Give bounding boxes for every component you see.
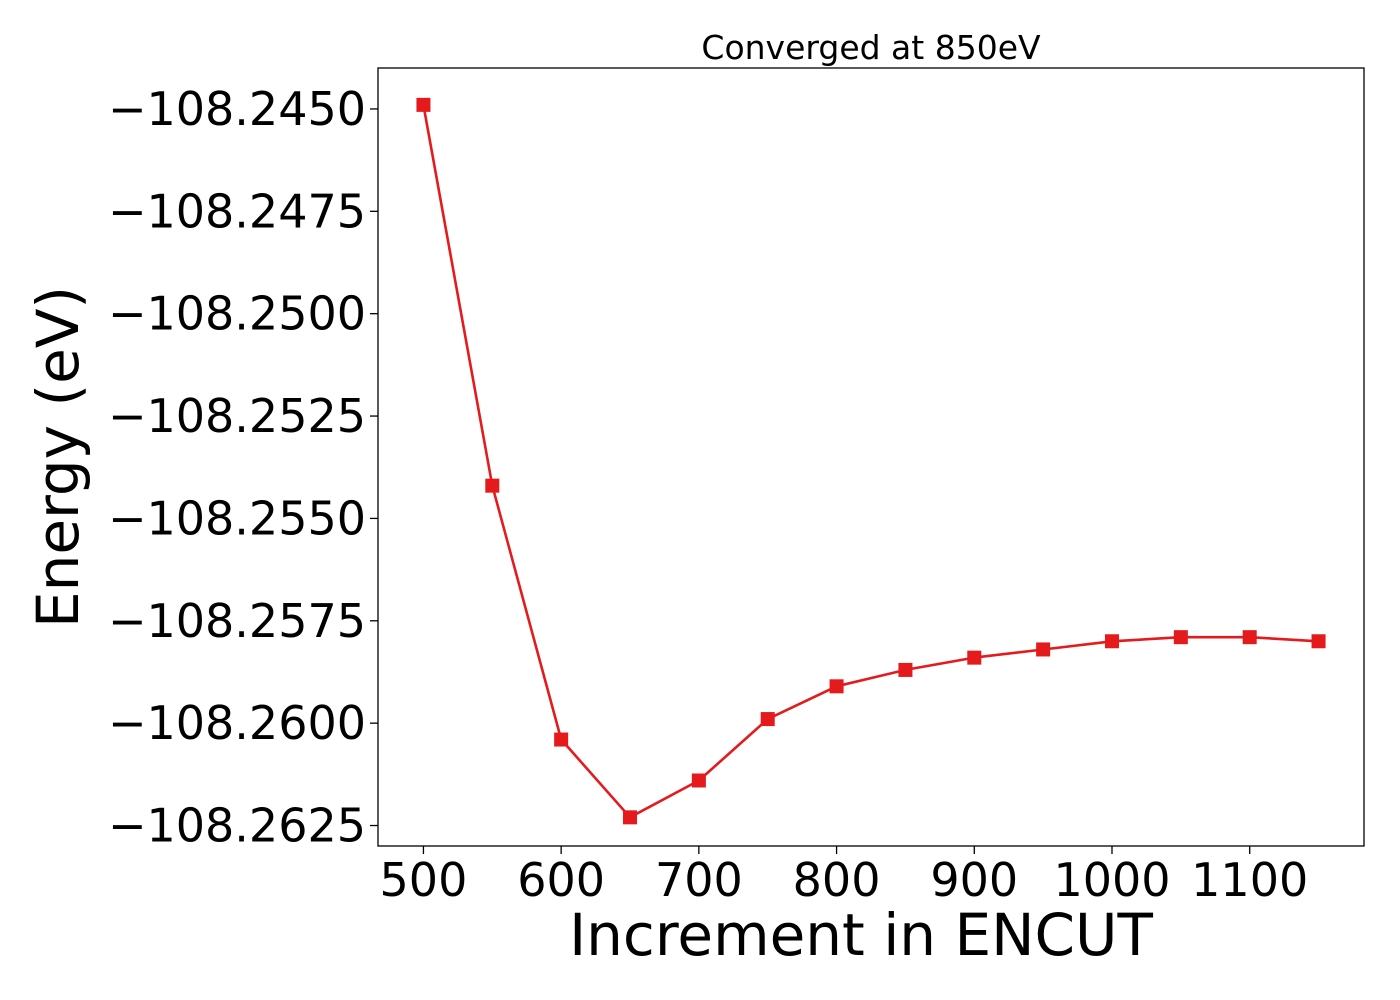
y-tick-label: −108.2575: [108, 594, 366, 648]
data-point: [1173, 630, 1188, 645]
data-point: [691, 773, 706, 788]
series-line: [422, 104, 1319, 819]
data-point: [760, 712, 775, 727]
data-point: [485, 478, 500, 493]
data-point: [1311, 634, 1326, 649]
y-tick-label: −108.2625: [108, 799, 366, 853]
data-point: [898, 662, 913, 677]
x-tick-label: 800: [793, 853, 881, 907]
data-point: [1104, 634, 1119, 649]
data-point: [967, 650, 982, 665]
y-tick-label: −108.2550: [108, 491, 366, 545]
x-tick-label: 900: [930, 853, 1018, 907]
data-point: [416, 97, 431, 112]
y-tick-label: −108.2600: [108, 696, 366, 750]
series-layer: [416, 97, 1326, 825]
x-tick-label: 700: [655, 853, 743, 907]
data-point: [1242, 630, 1257, 645]
chart-title: Converged at 850eV: [701, 28, 1041, 67]
plot-frame: [377, 67, 1365, 847]
x-axis: 500 600 700 800 900 1000 1100: [380, 846, 1308, 907]
y-tick-label: −108.2475: [108, 184, 366, 238]
data-point: [1036, 642, 1051, 657]
y-tick-label: −108.2450: [108, 82, 366, 136]
x-tick-label: 1100: [1191, 853, 1308, 907]
y-tick-label: −108.2500: [108, 287, 366, 341]
data-point: [554, 732, 569, 747]
y-axis-label: Energy (eV): [24, 286, 92, 628]
x-tick-label: 1000: [1053, 853, 1170, 907]
x-axis-label: Increment in ENCUT: [569, 901, 1153, 969]
y-axis: −108.2450 −108.2475 −108.2500 −108.2525 −108…: [108, 82, 378, 853]
data-point: [623, 810, 638, 825]
x-tick-label: 600: [517, 853, 605, 907]
y-tick-label: −108.2525: [108, 389, 366, 443]
x-tick-label: 500: [380, 853, 468, 907]
data-point: [829, 679, 844, 694]
